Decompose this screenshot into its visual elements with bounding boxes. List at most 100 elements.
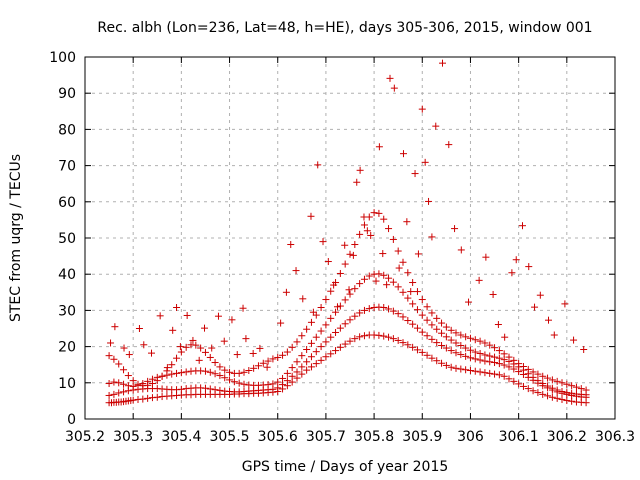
data-point (269, 355, 277, 363)
data-point (139, 395, 147, 403)
data-point (330, 281, 338, 289)
data-point (515, 360, 523, 368)
data-point (544, 382, 552, 390)
data-point (346, 337, 354, 345)
data-point (481, 357, 489, 365)
data-point (425, 197, 433, 205)
data-point (457, 342, 465, 350)
data-point (465, 298, 473, 306)
data-point (389, 235, 397, 243)
data-point (216, 363, 224, 371)
data-point (399, 258, 407, 266)
data-point (433, 339, 441, 347)
data-point (380, 304, 388, 312)
data-point (568, 389, 576, 397)
x-tick-label: 305.3 (113, 429, 153, 445)
grid (85, 57, 615, 419)
data-point (177, 348, 185, 356)
data-point (240, 368, 248, 376)
data-point (418, 311, 426, 319)
data-point (288, 343, 296, 351)
data-point (403, 218, 411, 226)
data-point (307, 339, 315, 347)
data-point (399, 313, 407, 321)
data-point (568, 382, 576, 390)
data-point (254, 362, 262, 370)
data-point (394, 247, 402, 255)
data-point (518, 222, 526, 230)
data-point (375, 270, 383, 278)
data-point (129, 377, 137, 385)
data-point (107, 339, 115, 347)
data-point (336, 324, 344, 332)
data-point (124, 382, 132, 390)
data-point (385, 333, 393, 341)
data-point (279, 374, 287, 382)
data-point (336, 269, 344, 277)
x-axis-tick-labels: 305.2 305.3 305.4 305.5 305.6 305.7 305.8 305.9… (65, 429, 635, 445)
x-tick-label: 305.9 (402, 429, 442, 445)
data-point (525, 263, 533, 271)
data-point (351, 335, 359, 343)
data-point (423, 351, 431, 359)
data-point (140, 341, 148, 349)
x-tick-label: 306 (457, 429, 484, 445)
data-point (385, 305, 393, 313)
y-axis-label: STEC from uqrg / TECUs (8, 154, 24, 322)
data-point (558, 395, 566, 403)
data-point (307, 212, 315, 220)
data-point (245, 366, 253, 374)
data-point (307, 318, 315, 326)
data-point (233, 351, 241, 359)
data-point (409, 279, 417, 287)
data-point (505, 353, 513, 361)
data-point (274, 353, 282, 361)
data-point (221, 374, 229, 382)
axis-ticks (84, 56, 616, 420)
data-point (226, 368, 234, 376)
data-point (471, 355, 479, 363)
data-point (120, 388, 128, 396)
data-point (413, 324, 421, 332)
data-point (288, 372, 296, 380)
x-tick-label: 305.7 (306, 429, 346, 445)
data-point (466, 346, 474, 354)
data-point (208, 344, 216, 352)
data-point (287, 241, 295, 249)
data-point (341, 260, 349, 268)
data-point (442, 344, 450, 352)
data-point (120, 344, 128, 352)
data-point (370, 209, 378, 217)
data-point (421, 158, 429, 166)
data-point (411, 170, 419, 178)
data-point (512, 256, 520, 264)
data-point (409, 343, 417, 351)
data-point (312, 333, 320, 341)
data-point (221, 366, 229, 374)
data-point (356, 230, 364, 238)
data-point (346, 250, 354, 258)
data-point (211, 386, 219, 394)
data-point (298, 363, 306, 371)
data-point (423, 303, 431, 311)
data-point (120, 380, 128, 388)
data-point (389, 278, 397, 286)
data-point (524, 385, 532, 393)
data-point (462, 333, 470, 341)
data-point (269, 380, 277, 388)
data-point (447, 347, 455, 355)
data-point (124, 372, 132, 380)
data-point (409, 320, 417, 328)
data-point (351, 241, 359, 249)
data-point (553, 377, 561, 385)
data-point (428, 354, 436, 362)
data-point (351, 285, 359, 293)
data-point (447, 363, 455, 371)
data-point (235, 369, 243, 377)
data-point (438, 329, 446, 337)
data-point (298, 332, 306, 340)
data-point (433, 357, 441, 365)
data-point (433, 325, 441, 333)
data-point (515, 380, 523, 388)
data-point (380, 332, 388, 340)
